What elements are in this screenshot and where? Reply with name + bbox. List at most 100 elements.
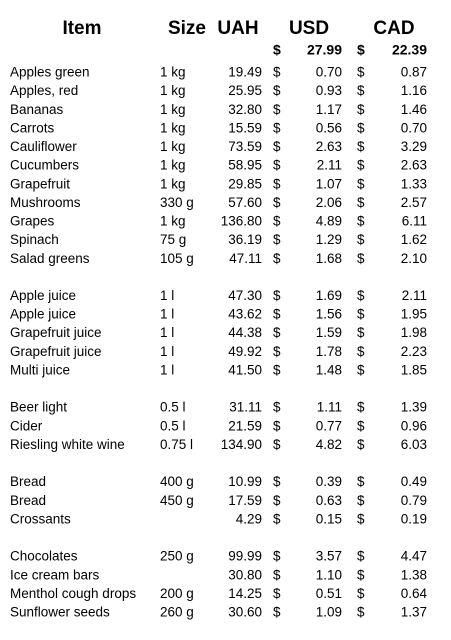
item-size: 0.5 l (160, 400, 186, 415)
price-uah: 10.99 (228, 474, 262, 489)
item-size: 200 g (160, 586, 194, 601)
price-usd: 1.10 (316, 567, 342, 582)
price-usd: 1.56 (316, 307, 342, 322)
item-name: Apples, red (10, 83, 78, 98)
price-cad: 1.46 (401, 102, 427, 117)
currency-sign: $ (273, 232, 281, 247)
price-cad: 0.79 (401, 493, 427, 508)
currency-sign: $ (273, 362, 281, 377)
item-name: Apple juice (10, 307, 76, 322)
currency-sign: $ (273, 567, 281, 582)
price-usd: 0.93 (316, 83, 342, 98)
currency-sign: $ (357, 120, 365, 135)
item-name: Multi juice (10, 362, 70, 377)
price-usd: 0.63 (316, 493, 342, 508)
price-usd: 3.57 (316, 549, 342, 564)
item-size: 1 kg (160, 139, 186, 154)
price-cad: 1.37 (401, 605, 427, 620)
price-uah: 43.62 (228, 307, 262, 322)
item-name: Grapefruit juice (10, 325, 102, 340)
item-size: 1 l (160, 344, 174, 359)
price-cad: 1.33 (401, 176, 427, 191)
currency-sign: $ (273, 158, 281, 173)
price-uah: 32.80 (228, 102, 262, 117)
price-uah: 44.38 (228, 325, 262, 340)
item-name: Grapefruit (10, 176, 70, 191)
price-uah: 25.95 (228, 83, 262, 98)
price-usd: 1.78 (316, 344, 342, 359)
currency-sign: $ (273, 102, 281, 117)
item-size: 1 l (160, 325, 174, 340)
price-cad: 6.11 (402, 214, 427, 229)
currency-sign: $ (273, 344, 281, 359)
price-cad: 0.49 (401, 474, 427, 489)
exchange-rate: 22.39 (392, 42, 427, 58)
price-usd: 1.09 (316, 605, 342, 620)
item-size: 105 g (160, 251, 194, 266)
price-uah: 57.60 (228, 195, 262, 210)
item-name: Salad greens (10, 251, 90, 266)
currency-sign: $ (273, 493, 281, 508)
currency-sign: $ (273, 65, 281, 80)
currency-sign: $ (273, 400, 281, 415)
currency-sign: $ (357, 605, 365, 620)
item-name: Bananas (10, 102, 64, 117)
price-uah: 47.11 (229, 251, 262, 266)
item-name: Bread (10, 493, 46, 508)
price-usd: 1.69 (316, 288, 342, 303)
item-size: 1 kg (160, 214, 186, 229)
price-usd: 1.07 (316, 176, 342, 191)
item-name: Crossants (10, 511, 71, 526)
item-size: 1 l (160, 307, 174, 322)
price-cad: 1.38 (401, 567, 427, 582)
price-uah: 30.80 (228, 567, 262, 582)
item-name: Spinach (10, 232, 59, 247)
price-uah: 31.11 (229, 400, 262, 415)
price-usd: 2.63 (316, 139, 342, 154)
currency-sign: $ (357, 83, 365, 98)
item-name: Riesling white wine (10, 437, 125, 452)
currency-sign: $ (357, 567, 365, 582)
currency-sign: $ (357, 251, 365, 266)
currency-sign: $ (273, 605, 281, 620)
item-size: 400 g (160, 474, 194, 489)
item-size: 1 kg (160, 102, 186, 117)
currency-sign: $ (357, 474, 365, 489)
price-cad: 1.98 (401, 325, 427, 340)
item-size: 75 g (160, 232, 186, 247)
price-cad: 2.23 (401, 344, 427, 359)
price-usd: 1.17 (316, 102, 342, 117)
price-uah: 21.59 (228, 418, 262, 433)
price-uah: 47.30 (228, 288, 262, 303)
currency-sign: $ (357, 362, 365, 377)
price-cad: 1.95 (401, 307, 427, 322)
price-uah: 14.25 (228, 586, 262, 601)
item-name: Sunflower seeds (10, 605, 110, 620)
currency-sign: $ (357, 325, 365, 340)
currency-sign: $ (273, 288, 281, 303)
price-cad: 2.57 (401, 195, 427, 210)
currency-sign: $ (273, 120, 281, 135)
price-usd: 0.39 (316, 474, 342, 489)
price-cad: 1.39 (401, 400, 427, 415)
item-size: 330 g (160, 195, 194, 210)
item-name: Bread (10, 474, 46, 489)
currency-sign: $ (357, 288, 365, 303)
currency-sign: $ (357, 400, 365, 415)
price-uah: 4.29 (236, 511, 262, 526)
currency-sign: $ (357, 549, 365, 564)
item-name: Ice cream bars (10, 567, 100, 582)
item-size: 0.5 l (160, 418, 186, 433)
price-uah: 36.19 (228, 232, 262, 247)
item-size: 1 kg (160, 158, 186, 173)
price-cad: 1.16 (401, 83, 427, 98)
price-uah: 49.92 (228, 344, 262, 359)
currency-sign: $ (357, 65, 365, 80)
price-cad: 0.19 (401, 511, 427, 526)
currency-sign: $ (273, 83, 281, 98)
price-usd: 4.89 (316, 214, 342, 229)
item-name: Menthol cough drops (10, 586, 136, 601)
currency-sign: $ (273, 474, 281, 489)
price-cad: 0.87 (401, 65, 427, 80)
